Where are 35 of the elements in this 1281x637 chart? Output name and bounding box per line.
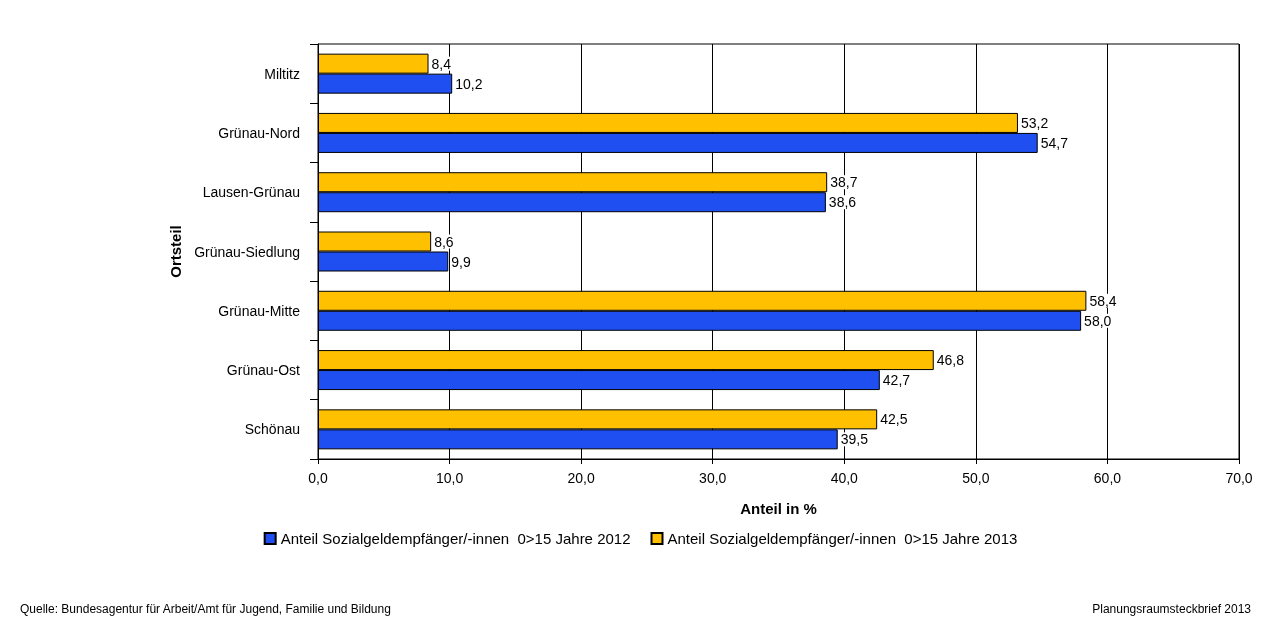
text: Planungsraumsteckbrief 2013 [1092, 602, 1252, 616]
x-tick-label: 30,0 [699, 470, 727, 486]
x-tick-label: 50,0 [962, 470, 990, 486]
data-label: 42,5 [880, 411, 908, 428]
x-tick-label: 70,0 [1225, 470, 1253, 486]
y-tick-label: Grünau-Nord [218, 124, 300, 141]
data-label: 10,2 [455, 75, 483, 92]
y-tick-label: Lausen-Grünau [202, 184, 300, 201]
data-label: 42,7 [882, 372, 911, 389]
data-label: 39,5 [840, 431, 869, 448]
data-label: 8,6 [434, 233, 454, 250]
x-axis-title: Anteil in % [740, 500, 817, 517]
legend-label: Anteil Sozialgeldempfänger/-innen 0>15 Jahre 2012 [280, 530, 631, 547]
x-tick-label: 60,0 [1093, 470, 1122, 486]
y-tick-label: Miltitz [264, 65, 300, 82]
x-tick-label: 10,0 [435, 470, 464, 486]
data-label: 38,7 [830, 174, 858, 191]
source-note: Quelle: Bundesagentur für Arbeit/Amt für Jugend, Familie und Bildung [20, 602, 391, 616]
y-tick-label: Grünau-Siedlung [194, 243, 300, 260]
data-label: 58,4 [1089, 292, 1117, 309]
data-label: 58,0 [1084, 312, 1112, 329]
x-tick-label: 20,0 [567, 470, 595, 486]
data-label: 8,4 [431, 55, 452, 72]
data-label: 46,8 [936, 352, 965, 369]
data-label: 9,9 [451, 253, 471, 270]
y-axis-title: Ortsteil [167, 225, 184, 278]
x-tick-label: 40,0 [830, 470, 859, 486]
data-label: 54,7 [1040, 134, 1069, 151]
data-label: 38,6 [828, 194, 857, 211]
y-tick-label: Grünau-Ost [226, 362, 301, 379]
legend-label: Anteil Sozialgeldempfänger/-innen 0>15 Jahre 2013 [667, 530, 1018, 547]
y-tick-label: Grünau-Mitte [218, 302, 301, 319]
x-tick-label: 0,0 [308, 470, 328, 486]
y-tick-label: Schönau [244, 421, 300, 438]
data-label: 53,2 [1020, 114, 1049, 131]
